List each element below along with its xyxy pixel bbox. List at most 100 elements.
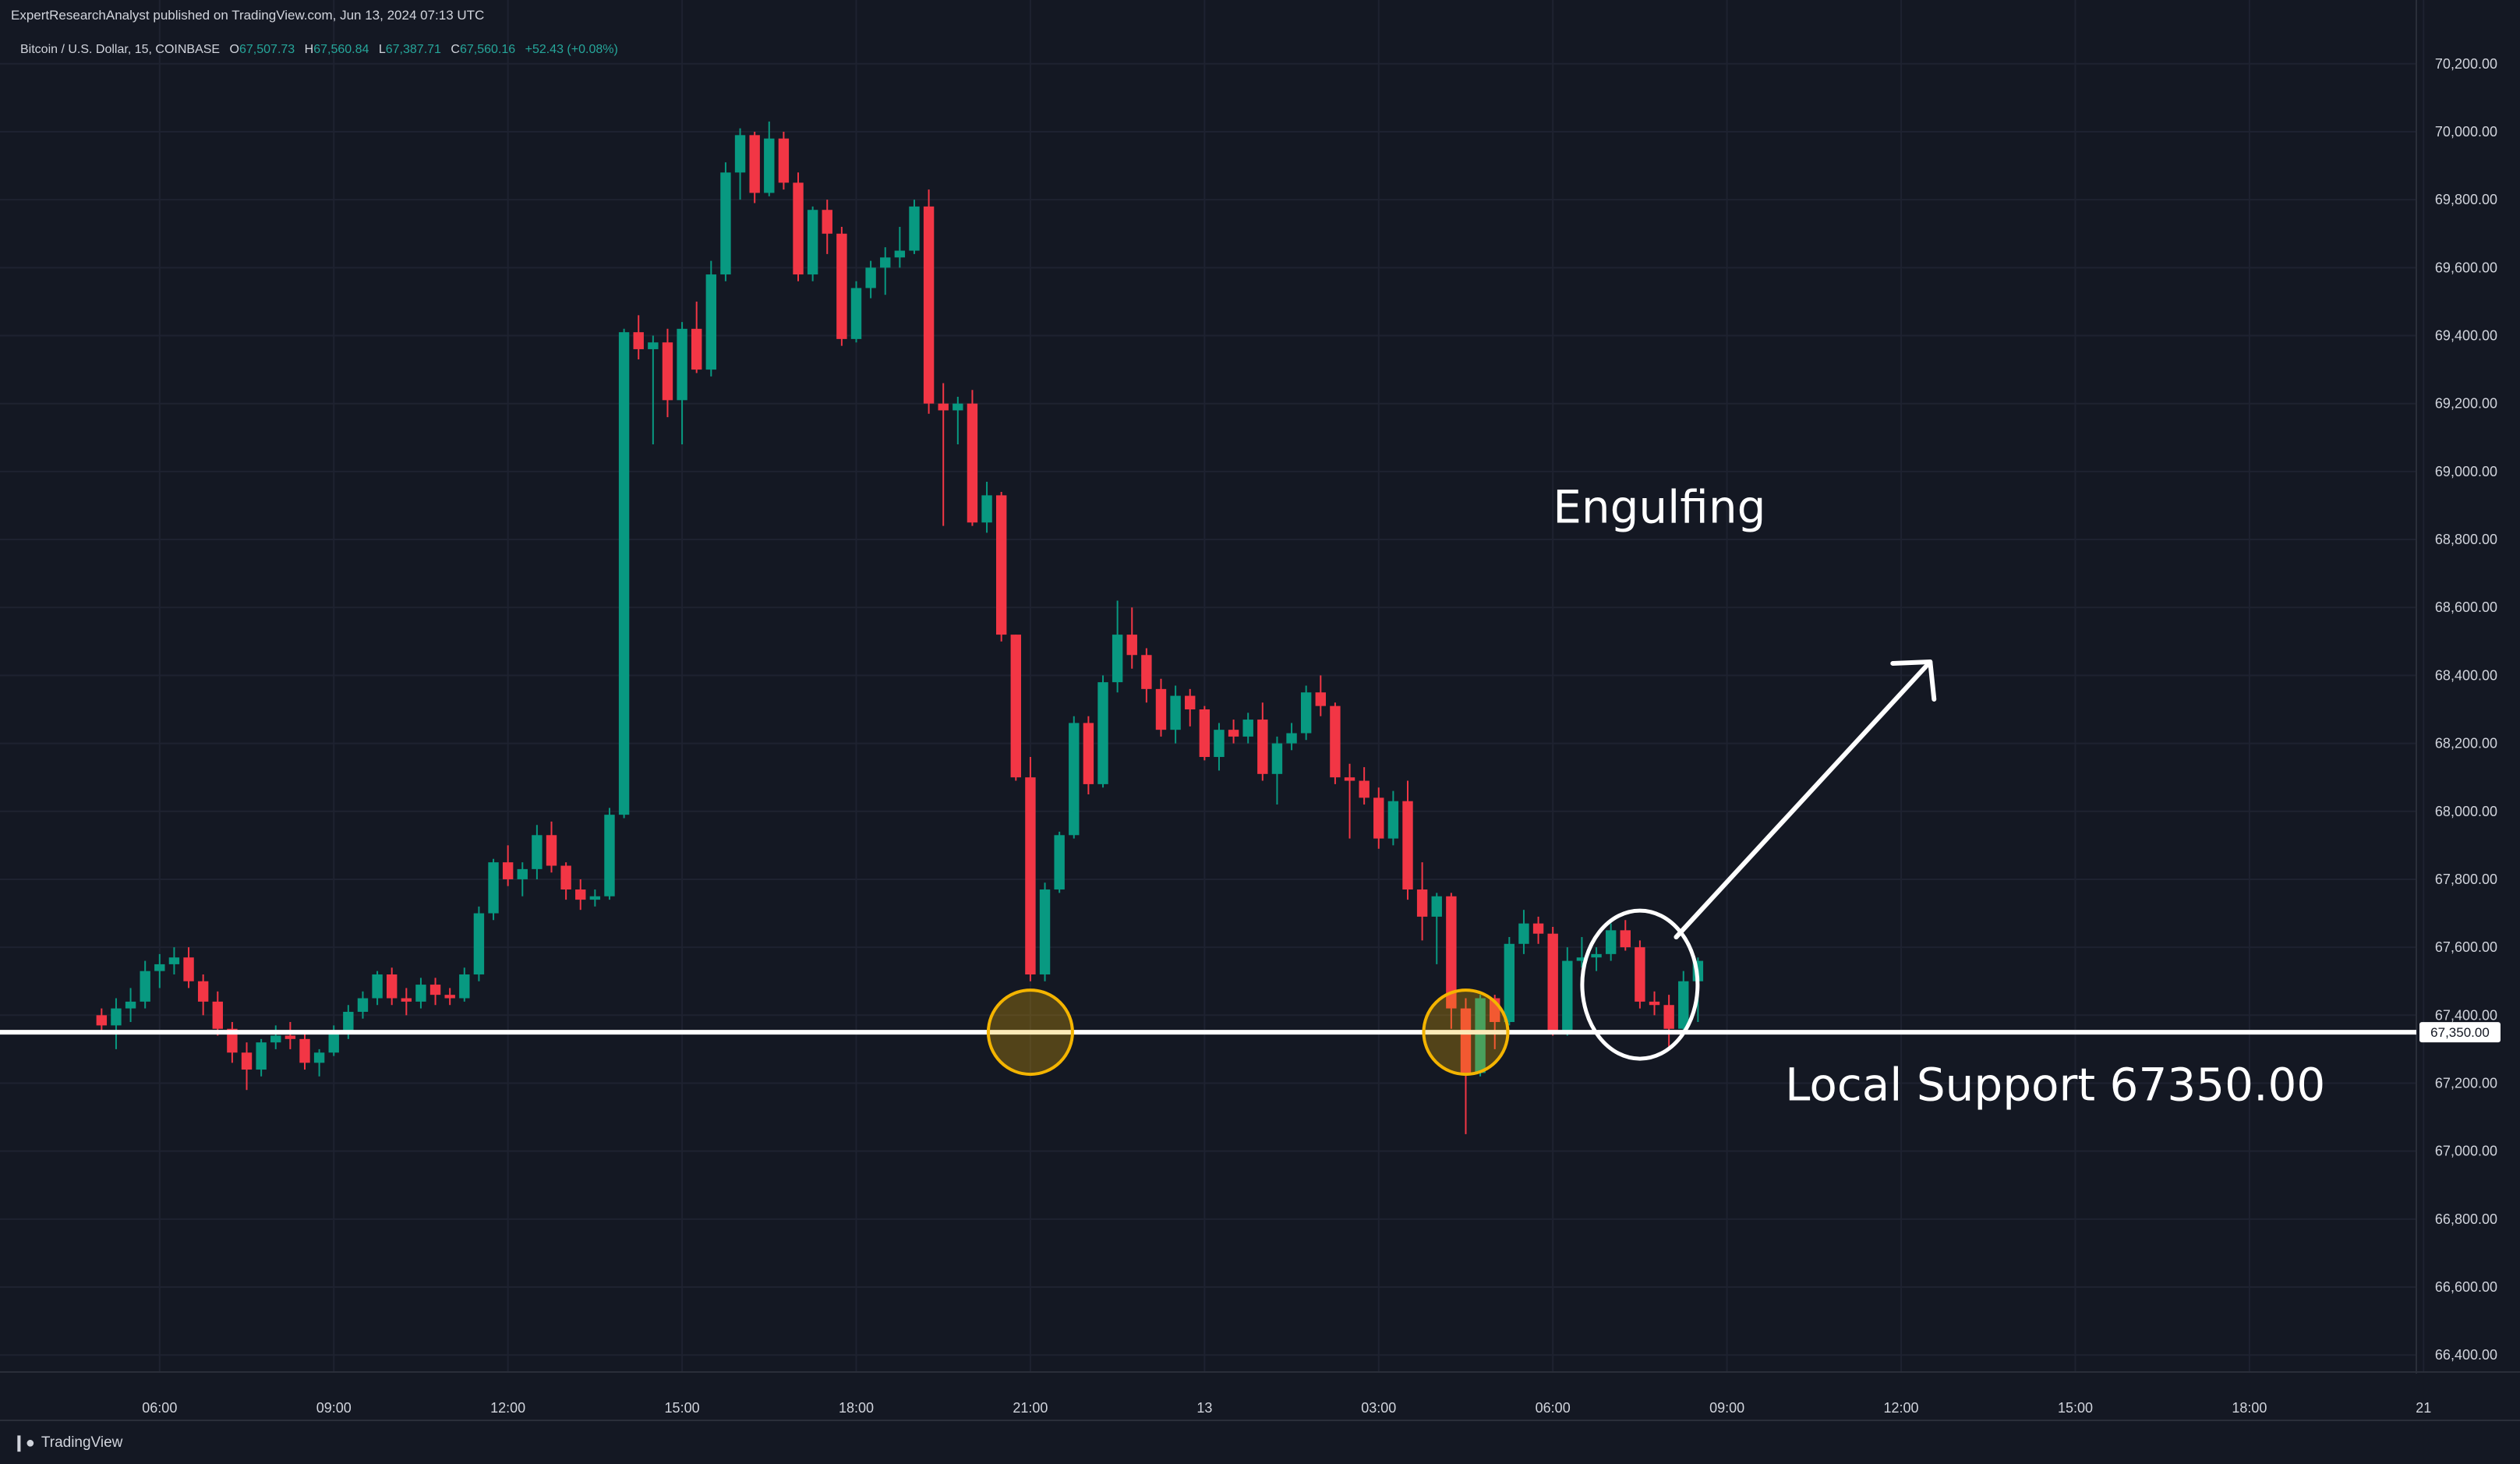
candle-body [183, 957, 194, 981]
time-tick-label: 15:00 [665, 1400, 700, 1416]
price-tick-label: 70,000.00 [2435, 124, 2497, 140]
time-tick-label: 09:00 [1709, 1400, 1744, 1416]
price-tick-label: 67,800.00 [2435, 872, 2497, 887]
candle-body [96, 1015, 108, 1026]
candle-body [546, 835, 557, 866]
candle-body [1663, 1005, 1674, 1029]
low-label: L [378, 43, 386, 56]
candle-body [1097, 682, 1108, 784]
high-label: H [304, 43, 314, 56]
candle-body [1315, 692, 1326, 706]
support-label: Local Support 67350.00 [1785, 1058, 2325, 1111]
candle-body [372, 974, 383, 999]
close-value: 67,560.16 [459, 43, 516, 56]
candle-body [909, 206, 920, 251]
time-tick-label: 18:00 [839, 1400, 874, 1416]
candle-body [387, 974, 398, 999]
candle-body [1387, 801, 1399, 839]
price-tick-label: 68,800.00 [2435, 532, 2497, 547]
candle-body [618, 332, 630, 815]
time-tick-label: 21:00 [1013, 1400, 1048, 1416]
candle-body [1271, 743, 1283, 774]
tradingview-brand[interactable]: ❙● TradingView [12, 1433, 122, 1452]
candle-body [1242, 720, 1253, 737]
candle-body [444, 995, 455, 999]
tradingview-logo-icon: ❙● [12, 1434, 35, 1452]
candle-body [1300, 692, 1312, 734]
candle-body [1039, 889, 1051, 974]
time-tick-label: 18:00 [2232, 1400, 2267, 1416]
candle-body [995, 495, 1007, 635]
open-value: 67,507.73 [239, 43, 295, 56]
candle-body [1170, 695, 1181, 730]
price-tick-label: 67,600.00 [2435, 939, 2497, 955]
candle-body [1112, 635, 1123, 683]
candle-body [1257, 720, 1268, 774]
candle-body [648, 342, 659, 349]
candle-body [154, 964, 165, 971]
close-label: C [451, 43, 460, 56]
candle-body [429, 985, 441, 995]
price-tick-label: 67,200.00 [2435, 1075, 2497, 1091]
engulfing-label: Engulfing [1553, 480, 1765, 533]
time-tick-label: 12:00 [1884, 1400, 1919, 1416]
candle-body [1562, 960, 1573, 1033]
price-tick-label: 68,200.00 [2435, 736, 2497, 751]
support-price-tag-label: 67,350.00 [2430, 1025, 2490, 1040]
candle-body [241, 1052, 253, 1070]
candle-body [1010, 635, 1022, 778]
time-tick-label: 15:00 [2058, 1400, 2093, 1416]
candle-body [1416, 889, 1428, 917]
projection-arrow-head [1890, 659, 1937, 702]
time-tick-label: 06:00 [142, 1400, 177, 1416]
engulfing-ellipse [1580, 908, 1700, 1061]
candle-body [894, 250, 906, 258]
candle-body [111, 1008, 122, 1026]
candle-body [560, 865, 571, 890]
candle-body [749, 135, 760, 193]
candle-body [807, 210, 818, 275]
time-tick-label: 12:00 [490, 1400, 525, 1416]
candle-body [938, 403, 949, 411]
candle-body [1649, 1001, 1660, 1006]
candle-body [1446, 896, 1457, 1009]
candle-body [1330, 705, 1341, 778]
candle-body [227, 1028, 238, 1053]
candle-body [764, 138, 775, 193]
time-tick-label: 06:00 [1536, 1400, 1571, 1416]
candle-body [589, 896, 601, 900]
candle-body [705, 274, 717, 370]
candle-body [1460, 1008, 1472, 1073]
price-tick-label: 69,800.00 [2435, 192, 2497, 207]
price-tick-label: 66,800.00 [2435, 1211, 2497, 1227]
brand-name: TradingView [41, 1434, 123, 1451]
candle-body [691, 328, 702, 370]
time-tick-label: 13 [1196, 1400, 1212, 1416]
candle-body [967, 403, 978, 523]
candle-body [1141, 655, 1152, 689]
symbol-name: Bitcoin / U.S. Dollar, 15, COINBASE [20, 43, 221, 56]
candle-body [1344, 777, 1355, 781]
candle-body [415, 985, 426, 1002]
price-tick-label: 68,600.00 [2435, 599, 2497, 615]
candle-body [1605, 930, 1617, 954]
candle-body [1504, 943, 1515, 1023]
high-value: 67,560.84 [313, 43, 369, 56]
price-tick-label: 67,400.00 [2435, 1007, 2497, 1023]
publisher-line: ExpertResearchAnalyst published on Tradi… [11, 8, 485, 23]
candle-body [1678, 981, 1689, 1029]
candle-body [1620, 930, 1631, 948]
candle-body [517, 868, 528, 879]
candle-body [633, 332, 644, 349]
candle-body [488, 862, 499, 914]
candle-body [880, 257, 891, 268]
candle-body [473, 913, 485, 974]
candle-body [1286, 733, 1297, 744]
candle-body [575, 889, 586, 900]
change-value: +52.43 (+0.08%) [525, 43, 618, 56]
candle-body [299, 1038, 310, 1063]
candle-body [270, 1035, 281, 1043]
candle-body [1402, 801, 1413, 890]
candle-body [720, 172, 731, 275]
